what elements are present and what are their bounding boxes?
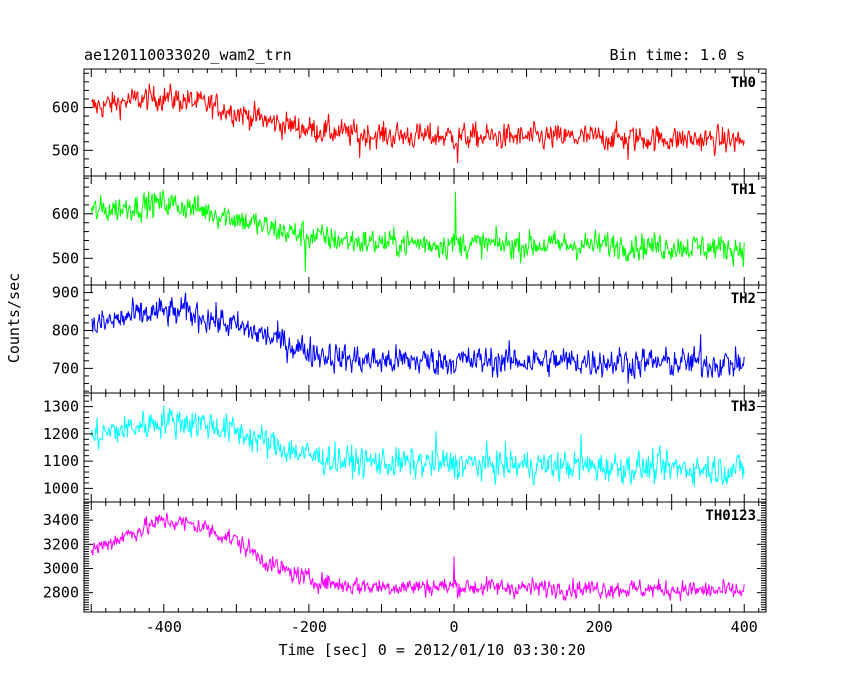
y-tick-label: 1300 [43, 398, 79, 416]
panel-th0: 500 600 TH0 [52, 68, 767, 177]
y-tick-label: 1200 [43, 425, 79, 443]
y-tick-label: 500 [52, 249, 79, 267]
y-tick-label: 1000 [43, 479, 79, 497]
panel-th2: 700 800 900 TH2 [52, 284, 767, 394]
y-tick-label: 700 [52, 359, 79, 377]
x-axis-label: Time [sec] 0 = 2012/01/10 03:30:20 [278, 641, 585, 659]
x-tick-label: -400 [146, 618, 182, 636]
panel-label-th2: TH2 [731, 291, 756, 307]
chart-title: ae120110033020_wam2_trn [84, 46, 292, 64]
series-line-th3 [90, 405, 745, 487]
panel-th0123: 2800 3000 3200 3400 TH0123 [43, 501, 767, 613]
series-line-th2 [91, 292, 745, 384]
y-tick-label: 500 [52, 141, 79, 159]
x-tick-label: -200 [291, 618, 327, 636]
x-tick-label: 200 [586, 618, 613, 636]
panel-frame [83, 175, 767, 286]
y-tick-label: 800 [52, 321, 79, 339]
panel-frame [83, 68, 767, 177]
panel-th3: 1000 1100 1200 1300 TH3 [43, 392, 767, 503]
panel-label-th3: TH3 [731, 399, 756, 415]
x-tick-label: 0 [450, 618, 459, 636]
panel-label-th0: TH0 [731, 75, 756, 91]
series-line-th0123 [90, 512, 745, 602]
y-tick-label: 900 [52, 284, 79, 302]
y-tick-label: 3000 [43, 559, 79, 577]
series-line-th1 [90, 190, 745, 272]
y-tick-label: 1100 [43, 452, 79, 470]
panel-frame [83, 392, 767, 503]
y-tick-label: 3200 [43, 535, 79, 553]
y-tick-label: 600 [52, 205, 79, 223]
panels-group: 500 600 TH0 500 600 TH1 700 800 900 TH2 1000 1100 12… [43, 68, 767, 613]
y-tick-label: 2800 [43, 584, 79, 602]
series-line-th0 [91, 83, 745, 164]
y-axis-label: Counts/sec [5, 273, 23, 363]
y-tick-label: 3400 [43, 511, 79, 529]
x-axis-ticks: -400 -200 0 200 400 [146, 618, 758, 636]
panel-label-th0123: TH0123 [705, 508, 756, 524]
bin-time-label: Bin time: 1.0 s [610, 46, 745, 64]
panel-label-th1: TH1 [731, 182, 756, 198]
panel-th1: 500 600 TH1 [52, 175, 767, 286]
x-tick-label: 400 [731, 618, 758, 636]
y-tick-label: 600 [52, 99, 79, 117]
